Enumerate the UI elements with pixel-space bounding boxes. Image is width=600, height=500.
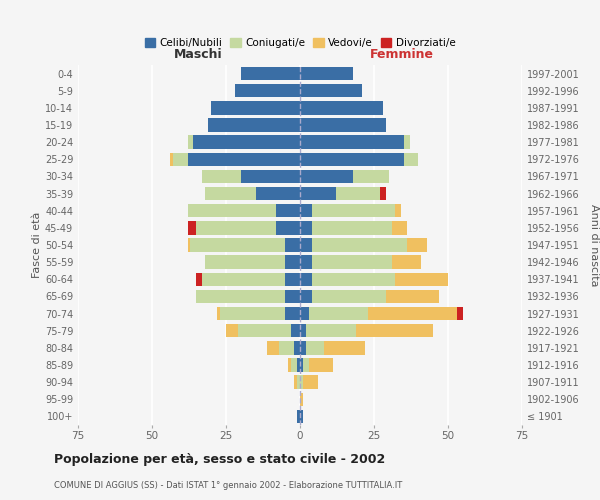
Bar	[285, 272, 300, 286]
Bar	[300, 376, 303, 389]
Bar	[300, 272, 312, 286]
Bar	[294, 341, 300, 354]
Bar	[303, 358, 309, 372]
Bar	[277, 221, 300, 234]
Bar	[300, 238, 312, 252]
Bar	[188, 238, 190, 252]
Bar	[395, 204, 401, 218]
Bar	[300, 170, 353, 183]
Bar	[241, 67, 300, 80]
Bar	[300, 67, 353, 80]
Bar	[294, 376, 297, 389]
Bar	[277, 204, 300, 218]
Bar	[188, 204, 277, 218]
Bar	[188, 221, 196, 234]
Bar	[190, 238, 285, 252]
Bar	[407, 238, 427, 252]
Text: COMUNE DI AGGIUS (SS) - Dati ISTAT 1° gennaio 2002 - Elaborazione TUTTITALIA.IT: COMUNE DI AGGIUS (SS) - Dati ISTAT 1° ge…	[54, 480, 402, 490]
Bar	[312, 204, 395, 218]
Bar	[300, 256, 312, 269]
Bar	[404, 152, 418, 166]
Bar	[309, 307, 368, 320]
Bar	[220, 307, 285, 320]
Bar	[300, 290, 312, 303]
Bar	[312, 221, 392, 234]
Bar	[300, 152, 404, 166]
Y-axis label: Fasce di età: Fasce di età	[32, 212, 42, 278]
Bar	[279, 341, 294, 354]
Bar	[312, 272, 395, 286]
Bar	[297, 410, 300, 423]
Bar	[300, 324, 306, 338]
Bar	[208, 118, 300, 132]
Bar	[202, 272, 285, 286]
Bar	[288, 358, 291, 372]
Bar	[335, 187, 380, 200]
Bar	[238, 324, 291, 338]
Legend: Celibi/Nubili, Coniugati/e, Vedovi/e, Divorziati/e: Celibi/Nubili, Coniugati/e, Vedovi/e, Di…	[140, 34, 460, 52]
Bar	[300, 221, 312, 234]
Bar	[368, 307, 457, 320]
Bar	[256, 187, 300, 200]
Bar	[285, 238, 300, 252]
Bar	[300, 187, 335, 200]
Bar	[300, 84, 362, 98]
Bar	[297, 358, 300, 372]
Bar	[392, 256, 421, 269]
Bar	[268, 341, 279, 354]
Bar	[392, 221, 407, 234]
Bar	[312, 256, 392, 269]
Y-axis label: Anni di nascita: Anni di nascita	[589, 204, 599, 286]
Bar	[303, 376, 318, 389]
Bar	[300, 307, 309, 320]
Bar	[353, 170, 389, 183]
Bar	[285, 256, 300, 269]
Bar	[323, 341, 365, 354]
Bar	[457, 307, 463, 320]
Bar	[300, 341, 306, 354]
Bar	[241, 170, 300, 183]
Bar	[211, 101, 300, 114]
Bar	[235, 84, 300, 98]
Bar	[312, 238, 407, 252]
Text: Maschi: Maschi	[173, 48, 222, 62]
Bar	[193, 136, 300, 149]
Bar	[300, 204, 312, 218]
Bar	[300, 136, 404, 149]
Text: Popolazione per età, sesso e stato civile - 2002: Popolazione per età, sesso e stato civil…	[54, 452, 385, 466]
Bar	[291, 358, 297, 372]
Bar	[386, 290, 439, 303]
Bar	[196, 221, 277, 234]
Bar	[309, 358, 332, 372]
Bar	[306, 324, 356, 338]
Bar	[300, 410, 303, 423]
Bar	[395, 272, 448, 286]
Bar	[306, 341, 323, 354]
Bar	[297, 376, 300, 389]
Bar	[380, 187, 386, 200]
Bar	[300, 358, 303, 372]
Bar	[285, 290, 300, 303]
Bar	[291, 324, 300, 338]
Bar	[356, 324, 433, 338]
Bar	[170, 152, 173, 166]
Text: Femmine: Femmine	[370, 48, 434, 62]
Bar	[300, 392, 303, 406]
Bar	[300, 118, 386, 132]
Bar	[173, 152, 188, 166]
Bar	[300, 101, 383, 114]
Bar	[188, 152, 300, 166]
Bar	[217, 307, 220, 320]
Bar	[285, 307, 300, 320]
Bar	[205, 187, 256, 200]
Bar	[188, 136, 193, 149]
Bar	[404, 136, 410, 149]
Bar	[312, 290, 386, 303]
Bar	[226, 324, 238, 338]
Bar	[202, 170, 241, 183]
Bar	[205, 256, 285, 269]
Bar	[196, 290, 285, 303]
Bar	[196, 272, 202, 286]
